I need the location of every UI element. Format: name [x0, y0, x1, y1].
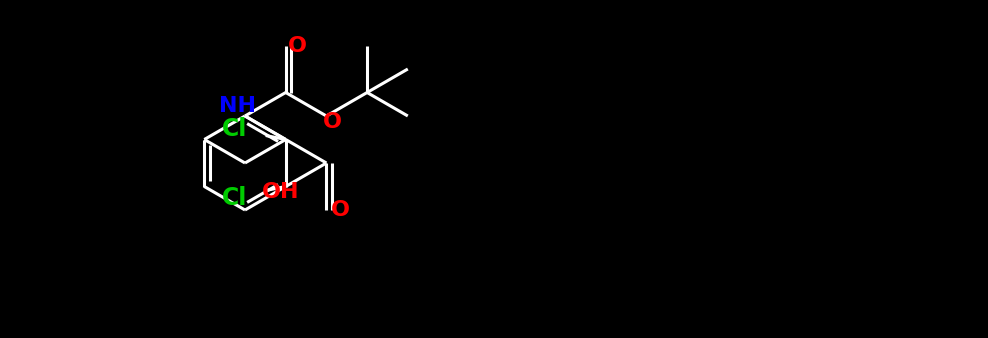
Text: Cl: Cl: [222, 117, 248, 141]
Text: OH: OH: [262, 182, 299, 201]
Text: O: O: [331, 200, 350, 220]
Text: Cl: Cl: [222, 186, 248, 210]
Text: O: O: [288, 35, 307, 55]
Text: NH: NH: [218, 96, 256, 116]
Text: O: O: [323, 112, 342, 132]
